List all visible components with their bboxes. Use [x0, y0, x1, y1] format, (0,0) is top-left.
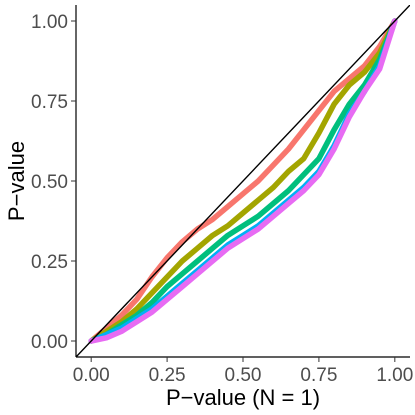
series-line-2 [88, 18, 398, 344]
x-axis-title: P−value (N = 1) [166, 385, 320, 410]
y-tick-label: 0.00 [31, 332, 68, 353]
y-tick-label: 0.50 [31, 172, 68, 193]
y-tick-label: 0.25 [31, 252, 68, 273]
series-line-5 [88, 18, 398, 344]
x-tick-label: 1.00 [376, 365, 413, 386]
y-axis-title: P−value [4, 141, 29, 221]
series-line-1 [88, 18, 398, 344]
x-tick-label: 0.00 [73, 365, 110, 386]
y-axis-ticks: 0.00 0.25 0.50 0.75 1.00 [31, 12, 76, 353]
plot-area [76, 5, 410, 357]
x-tick-label: 0.75 [300, 365, 337, 386]
y-tick-label: 1.00 [31, 12, 68, 33]
reference-diagonal-line [76, 5, 410, 357]
x-tick-label: 0.50 [225, 365, 262, 386]
x-axis-ticks: 0.00 0.25 0.50 0.75 1.00 [73, 357, 413, 386]
series-line-3 [88, 18, 398, 344]
x-tick-label: 0.25 [149, 365, 186, 386]
y-tick-label: 0.75 [31, 92, 68, 113]
